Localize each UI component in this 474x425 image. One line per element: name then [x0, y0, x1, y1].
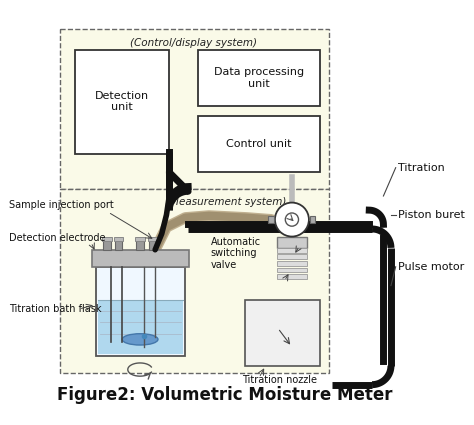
Text: (Control/display system): (Control/display system): [130, 39, 257, 48]
Bar: [60, 29, 328, 190]
Bar: [60, 190, 328, 373]
Text: Titration bath flask: Titration bath flask: [9, 304, 101, 314]
Bar: [310, 216, 316, 224]
Bar: [148, 240, 156, 250]
Bar: [245, 300, 320, 366]
Ellipse shape: [122, 334, 158, 345]
Bar: [137, 240, 144, 250]
Bar: [277, 255, 307, 259]
Text: Data processing
unit: Data processing unit: [214, 67, 304, 89]
Bar: [96, 267, 185, 356]
Bar: [102, 237, 112, 241]
Bar: [98, 300, 183, 354]
Text: (Measurement system): (Measurement system): [166, 197, 287, 207]
Bar: [114, 237, 123, 241]
Bar: [136, 237, 145, 241]
Bar: [277, 274, 307, 279]
Bar: [198, 50, 320, 106]
Bar: [277, 248, 307, 252]
Bar: [198, 116, 320, 173]
Text: Titration nozzle: Titration nozzle: [242, 375, 317, 385]
Text: Titration: Titration: [398, 163, 444, 173]
Text: Control unit: Control unit: [226, 139, 292, 149]
Text: Detection electrode: Detection electrode: [9, 233, 105, 244]
Text: Pulse motor: Pulse motor: [398, 262, 464, 272]
Bar: [75, 50, 169, 153]
Bar: [277, 268, 307, 272]
Text: Figure2: Volumetric Moisture Meter: Figure2: Volumetric Moisture Meter: [57, 385, 392, 403]
Bar: [277, 261, 307, 266]
Text: Piston buret: Piston buret: [398, 210, 465, 220]
Bar: [92, 250, 189, 267]
Bar: [115, 240, 122, 250]
Text: Detection
unit: Detection unit: [95, 91, 149, 113]
Circle shape: [285, 213, 299, 226]
Bar: [277, 237, 307, 248]
Bar: [268, 216, 274, 224]
Circle shape: [275, 203, 309, 237]
Text: Automatic
switching
valve: Automatic switching valve: [211, 237, 261, 270]
Bar: [103, 240, 111, 250]
Text: Sample injection port: Sample injection port: [9, 201, 114, 210]
Bar: [147, 237, 157, 241]
